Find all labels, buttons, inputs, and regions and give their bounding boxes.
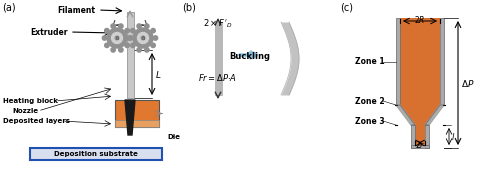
Bar <box>396 18 400 105</box>
Text: Zone 1: Zone 1 <box>355 57 384 66</box>
Circle shape <box>118 24 123 28</box>
Text: Nozzle: Nozzle <box>12 108 38 114</box>
Text: Filament: Filament <box>57 6 95 14</box>
Circle shape <box>111 48 116 52</box>
Circle shape <box>141 36 145 40</box>
Bar <box>400 18 440 105</box>
Polygon shape <box>396 105 415 125</box>
Polygon shape <box>400 105 440 125</box>
Circle shape <box>138 33 148 44</box>
Circle shape <box>115 36 119 40</box>
Text: $2r$: $2r$ <box>415 139 425 150</box>
Bar <box>415 125 425 148</box>
Circle shape <box>111 24 116 28</box>
Text: (a): (a) <box>2 2 16 12</box>
Bar <box>126 12 134 98</box>
Bar <box>425 125 429 148</box>
Bar <box>214 22 222 95</box>
Text: $\Delta P$: $\Delta P$ <box>461 78 474 89</box>
Text: Zone 3: Zone 3 <box>355 116 384 126</box>
Text: $2\times F'_D$: $2\times F'_D$ <box>204 18 233 30</box>
Circle shape <box>137 48 141 52</box>
Bar <box>440 18 444 105</box>
Circle shape <box>144 24 149 28</box>
Text: $l$: $l$ <box>451 131 456 142</box>
Text: $2R$: $2R$ <box>414 14 426 25</box>
Circle shape <box>130 28 135 33</box>
Text: $Fr = \Delta P{\cdot}A$: $Fr = \Delta P{\cdot}A$ <box>198 72 237 83</box>
Bar <box>411 125 415 148</box>
Bar <box>30 148 162 160</box>
Text: Buckling: Buckling <box>230 52 270 61</box>
Text: Zone 2: Zone 2 <box>355 96 384 105</box>
Circle shape <box>151 28 156 33</box>
Bar <box>115 100 159 127</box>
Text: (c): (c) <box>340 2 353 12</box>
Bar <box>411 145 429 148</box>
Polygon shape <box>125 100 135 135</box>
Text: Heating block: Heating block <box>3 98 58 104</box>
Text: Extruder: Extruder <box>30 28 68 36</box>
Circle shape <box>133 28 153 48</box>
Circle shape <box>104 43 109 47</box>
Circle shape <box>130 43 135 47</box>
Bar <box>115 120 159 127</box>
Polygon shape <box>425 105 444 125</box>
Circle shape <box>154 36 158 40</box>
Circle shape <box>125 43 130 47</box>
Text: δ: δ <box>116 35 118 40</box>
Circle shape <box>125 28 130 33</box>
Text: Deposition substrate: Deposition substrate <box>54 151 138 157</box>
Circle shape <box>128 36 132 40</box>
Text: Die: Die <box>167 134 180 140</box>
Text: Deposited layers: Deposited layers <box>3 118 70 124</box>
Circle shape <box>151 43 156 47</box>
Text: δ: δ <box>142 35 144 40</box>
Text: (b): (b) <box>182 2 196 12</box>
Circle shape <box>118 48 123 52</box>
Circle shape <box>102 36 106 40</box>
Circle shape <box>112 33 122 44</box>
Circle shape <box>128 36 132 40</box>
Circle shape <box>144 48 149 52</box>
Circle shape <box>104 28 109 33</box>
Circle shape <box>137 24 141 28</box>
Circle shape <box>107 28 127 48</box>
Text: $L$: $L$ <box>155 68 162 79</box>
